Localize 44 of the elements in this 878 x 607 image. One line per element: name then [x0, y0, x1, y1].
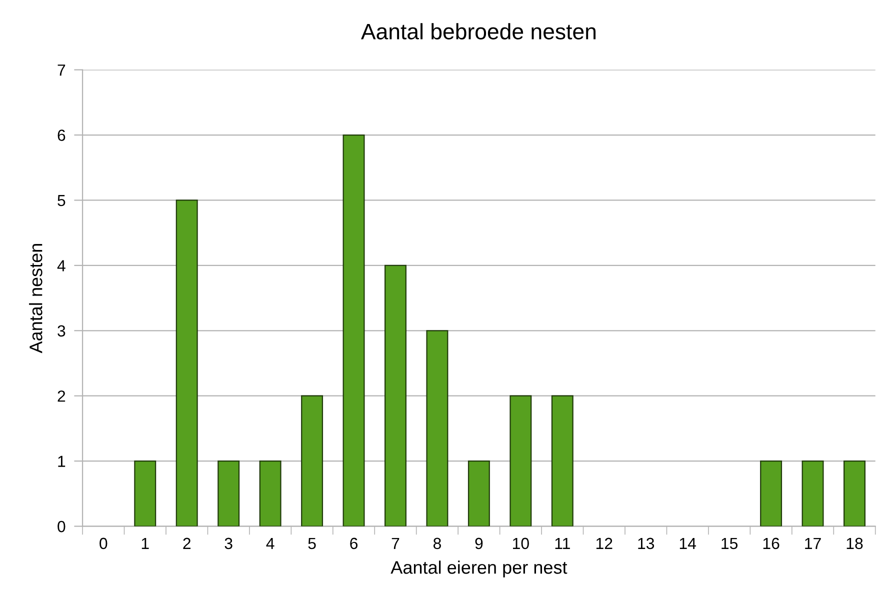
x-tick-label: 1	[142, 538, 149, 549]
y-tick-label: 2	[58, 390, 66, 402]
x-axis-title: Aantal eieren per nest	[390, 560, 568, 578]
bar	[802, 460, 824, 526]
x-tick-label: 14	[680, 538, 696, 549]
x-tick-label: 3	[224, 538, 232, 550]
y-tick-label: 6	[58, 130, 66, 141]
y-tick-label: 3	[58, 325, 66, 337]
bar	[259, 460, 282, 526]
x-tick-label: 6	[350, 538, 358, 550]
y-axis-title: Aantal nesten	[29, 244, 42, 354]
x-tick-label: 0	[100, 538, 108, 550]
bar	[342, 134, 365, 526]
bar	[218, 460, 240, 526]
x-tick-label: 18	[846, 538, 863, 550]
y-tick-label: 1	[58, 456, 66, 467]
chart-title: Aantal bebroede nesten	[361, 23, 596, 40]
x-tick-label: 8	[433, 538, 441, 550]
y-tick-label: 7	[58, 64, 66, 76]
x-tick-label: 5	[308, 538, 316, 550]
x-tick-label: 7	[392, 538, 400, 549]
y-tick-label: 5	[58, 195, 66, 206]
x-tick-label: 12	[596, 538, 612, 549]
bar	[468, 460, 490, 526]
bar	[384, 264, 406, 526]
y-tick-label: 4	[57, 260, 66, 272]
y-tick-label: 0	[58, 520, 66, 532]
bar	[844, 460, 866, 526]
x-tick-label: 15	[722, 538, 738, 550]
bar	[301, 395, 324, 526]
x-tick-label: 4	[266, 538, 274, 549]
x-tick-label: 17	[805, 538, 821, 549]
bar	[134, 460, 156, 526]
x-tick-label: 9	[475, 538, 483, 550]
x-tick-label: 11	[555, 538, 570, 549]
bar	[760, 460, 782, 526]
bar	[551, 395, 574, 526]
bar	[426, 330, 448, 526]
bar	[176, 200, 198, 526]
x-tick-label: 13	[638, 538, 654, 550]
x-tick-label: 2	[183, 538, 190, 549]
bar	[510, 395, 532, 526]
x-tick-label: 10	[513, 538, 529, 550]
x-tick-label: 16	[763, 538, 780, 550]
